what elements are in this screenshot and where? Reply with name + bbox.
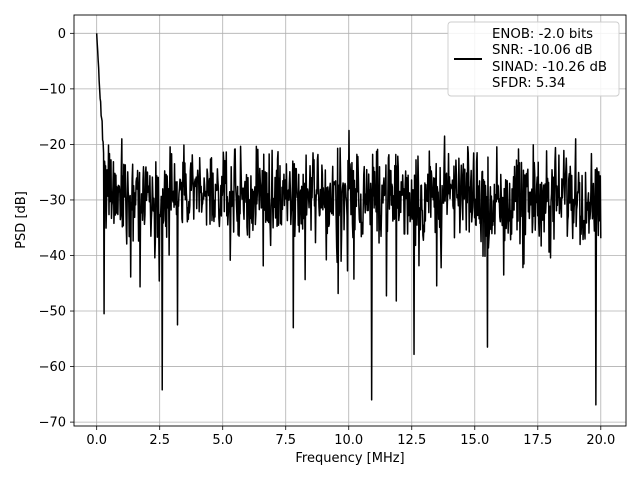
y-tick-label: −40 xyxy=(39,249,66,264)
x-axis-label: Frequency [MHz] xyxy=(295,451,404,466)
x-tick-label: 7.5 xyxy=(275,433,296,448)
y-tick-label: −10 xyxy=(39,82,66,97)
x-tick-label: 15.0 xyxy=(460,433,489,448)
x-axis: 0.0 2.5 5.0 7.5 10.0 12.5 15.0 17.5 20.0 xyxy=(86,426,615,448)
y-tick-label: −20 xyxy=(39,138,66,153)
x-tick-label: 5.0 xyxy=(212,433,233,448)
x-tick-label: 2.5 xyxy=(149,433,170,448)
y-tick-label: −50 xyxy=(39,305,66,320)
legend-snr: SNR: -10.06 dB xyxy=(492,43,593,58)
y-tick-label: −30 xyxy=(39,193,66,208)
x-tick-label: 17.5 xyxy=(523,433,552,448)
y-tick-label: −60 xyxy=(39,360,66,375)
plot-area xyxy=(95,33,602,406)
x-tick-label: 20.0 xyxy=(586,433,615,448)
y-axis: 0 −10 −20 −30 −40 −50 −60 −70 xyxy=(39,27,74,431)
x-tick-label: 12.5 xyxy=(397,433,426,448)
axes-frame xyxy=(73,14,627,427)
y-tick-label: 0 xyxy=(58,27,66,42)
x-tick-label: 10.0 xyxy=(334,433,363,448)
legend-sinad: SINAD: -10.26 dB xyxy=(492,60,607,75)
legend-sfdr: SFDR: 5.34 xyxy=(492,76,565,91)
legend: ENOB: -2.0 bits SNR: -10.06 dB SINAD: -1… xyxy=(447,21,620,97)
y-axis-label: PSD [dB] xyxy=(14,191,29,249)
psd-series-line xyxy=(95,33,602,406)
legend-box xyxy=(447,21,620,97)
legend-enob: ENOB: -2.0 bits xyxy=(492,27,593,42)
y-tick-label: −70 xyxy=(39,416,66,431)
x-tick-label: 0.0 xyxy=(86,433,107,448)
